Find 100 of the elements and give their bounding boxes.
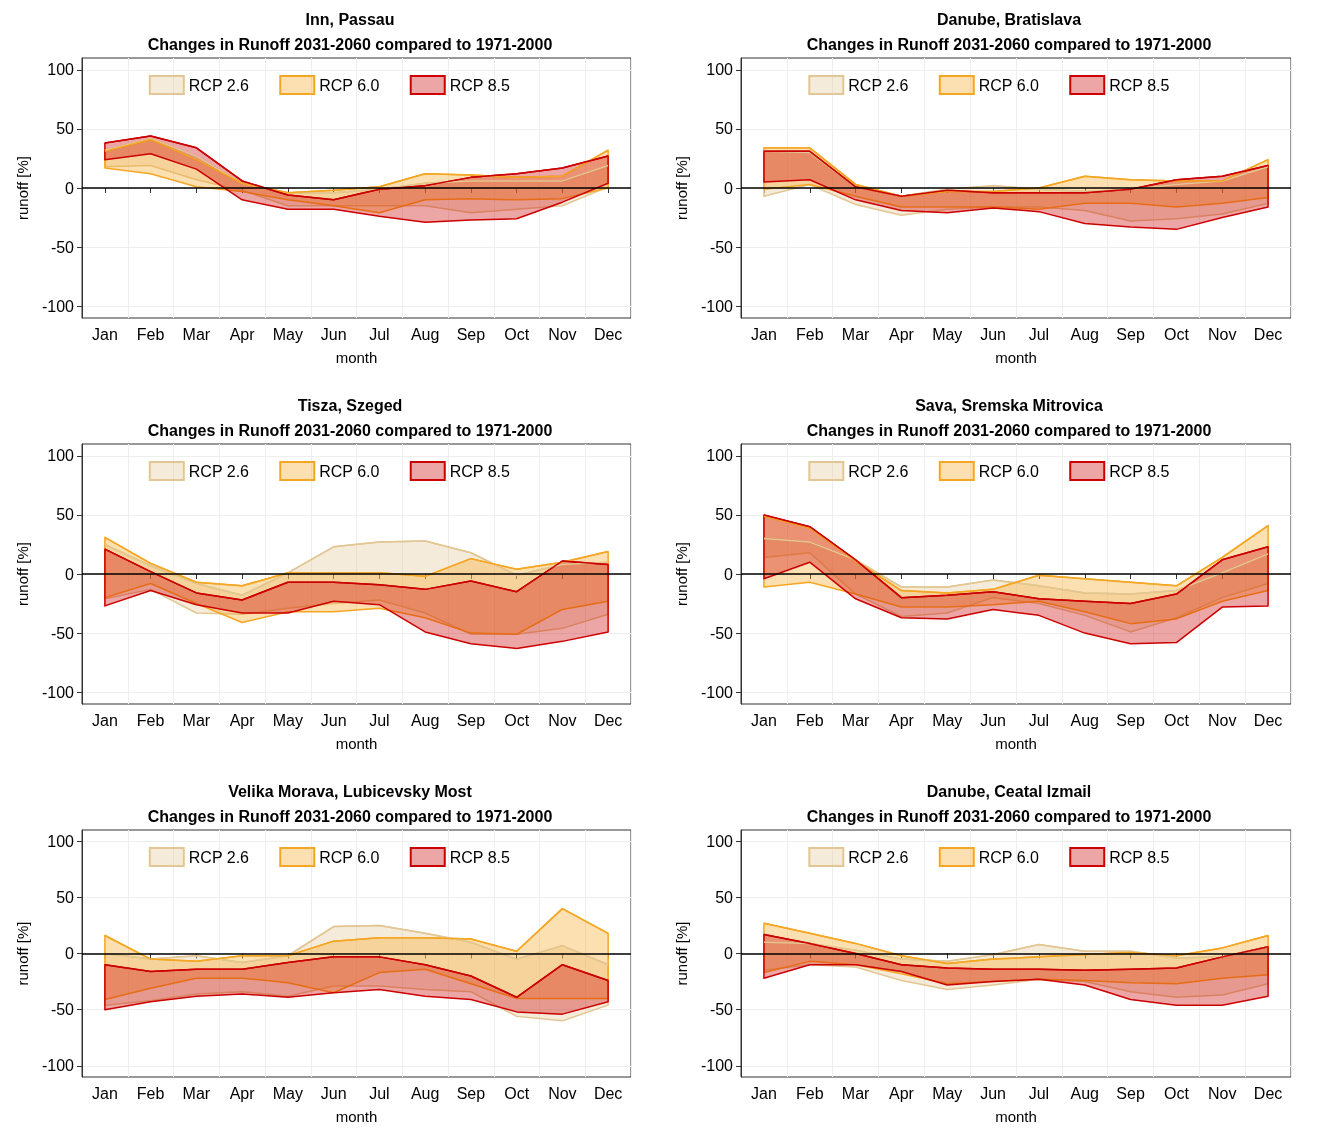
x-tick-label: Oct bbox=[1163, 1084, 1190, 1102]
y-tick-label: -50 bbox=[50, 624, 75, 642]
y-tick-label: 100 bbox=[47, 61, 75, 79]
x-tick-label: Feb bbox=[136, 325, 165, 343]
y-axis-title: runoff [%] bbox=[14, 921, 31, 986]
x-tick-label: Sep bbox=[456, 325, 486, 343]
x-tick-label: Jul bbox=[369, 325, 390, 343]
x-tick-label: Jun bbox=[980, 325, 1006, 343]
chart-title: Tisza, Szeged bbox=[297, 396, 403, 414]
x-tick-label: Jan bbox=[751, 711, 777, 729]
x-tick-label: Sep bbox=[456, 1084, 486, 1102]
x-axis-title: month bbox=[335, 349, 378, 366]
x-tick-label: Oct bbox=[1163, 711, 1190, 729]
y-tick-label: 50 bbox=[56, 888, 75, 906]
y-tick-label: -50 bbox=[709, 624, 734, 642]
y-tick-label: -100 bbox=[41, 683, 75, 701]
x-tick-label: Nov bbox=[1208, 325, 1237, 343]
y-tick-label: -100 bbox=[700, 1057, 734, 1075]
x-tick-label: Aug bbox=[410, 1084, 440, 1102]
y-tick-label: 100 bbox=[706, 447, 734, 465]
y-tick-label: 0 bbox=[65, 945, 75, 962]
x-tick-label: May bbox=[932, 1084, 963, 1102]
x-tick-label: Feb bbox=[136, 711, 165, 729]
x-tick-label: Feb bbox=[795, 1084, 824, 1102]
y-tick-label: 50 bbox=[715, 506, 734, 524]
y-tick-label: 0 bbox=[724, 945, 734, 962]
x-tick-label: Dec bbox=[1253, 1084, 1283, 1102]
y-tick-label: 0 bbox=[724, 179, 734, 197]
x-tick-label: Jul bbox=[1028, 711, 1050, 729]
y-tick-label: -100 bbox=[700, 683, 734, 701]
line-series bbox=[104, 548, 609, 601]
legend-label: RCP 2.6 bbox=[848, 848, 909, 866]
chart-subtitle: Changes in Runoff 2031-2060 compared to 1971-2000 bbox=[147, 807, 553, 825]
x-tick-label: May bbox=[932, 325, 963, 343]
chart-title: Inn, Passau bbox=[305, 10, 395, 28]
x-tick-label: Dec bbox=[593, 325, 623, 343]
x-tick-label: Feb bbox=[795, 325, 824, 343]
legend-label: RCP 6.0 bbox=[319, 462, 380, 480]
y-tick-label: -50 bbox=[709, 1001, 734, 1019]
x-tick-label: Dec bbox=[593, 711, 623, 729]
x-tick-label: Nov bbox=[1208, 1084, 1237, 1102]
y-axis-title: runoff [%] bbox=[14, 542, 31, 606]
x-tick-label: Jan bbox=[751, 1084, 777, 1102]
chart-subtitle: Changes in Runoff 2031-2060 compared to 1971-2000 bbox=[806, 421, 1212, 439]
x-tick-label: Mar bbox=[182, 711, 211, 729]
chart-subtitle: Changes in Runoff 2031-2060 compared to 1971-2000 bbox=[147, 35, 553, 53]
y-axis-title: runoff [%] bbox=[673, 542, 690, 606]
x-tick-label: Oct bbox=[504, 711, 530, 729]
chart-title: Danube, Bratislava bbox=[936, 10, 1082, 28]
legend-label: RCP 6.0 bbox=[978, 76, 1040, 94]
x-tick-label: Mar bbox=[182, 325, 211, 343]
x-tick-label: Jun bbox=[320, 711, 347, 729]
y-tick-label: 0 bbox=[65, 565, 75, 583]
x-tick-label: Nov bbox=[548, 325, 577, 343]
y-axis-title: runoff [%] bbox=[14, 156, 31, 220]
legend-label: RCP 2.6 bbox=[848, 462, 909, 480]
x-axis-title: month bbox=[995, 1108, 1037, 1125]
x-tick-label: Aug bbox=[410, 711, 440, 729]
legend-label: RCP 8.5 bbox=[449, 848, 511, 866]
legend-label: RCP 2.6 bbox=[188, 848, 250, 866]
x-tick-label: Mar bbox=[182, 1084, 211, 1102]
line-series bbox=[763, 933, 1269, 972]
x-tick-label: Apr bbox=[229, 1084, 256, 1102]
x-tick-label: Oct bbox=[504, 325, 530, 343]
x-tick-label: Jan bbox=[91, 1084, 118, 1102]
y-tick-label: 100 bbox=[47, 447, 75, 465]
legend-label: RCP 8.5 bbox=[1109, 848, 1170, 866]
y-tick-label: -100 bbox=[41, 1057, 75, 1075]
x-tick-label: Aug bbox=[410, 325, 440, 343]
line-series bbox=[104, 907, 609, 963]
legend-label: RCP 6.0 bbox=[978, 462, 1040, 480]
legend-label: RCP 6.0 bbox=[319, 848, 380, 866]
legend-label: RCP 6.0 bbox=[319, 76, 380, 94]
line-series bbox=[763, 922, 1269, 965]
x-tick-label: Nov bbox=[548, 711, 577, 729]
x-tick-label: Apr bbox=[888, 711, 915, 729]
y-tick-label: -50 bbox=[50, 1001, 75, 1019]
y-tick-label: 50 bbox=[56, 120, 75, 138]
line-series bbox=[104, 956, 609, 999]
x-tick-label: Jan bbox=[91, 325, 118, 343]
x-tick-label: Apr bbox=[229, 711, 256, 729]
y-axis-title: runoff [%] bbox=[673, 921, 690, 986]
x-axis-title: month bbox=[335, 1108, 378, 1125]
legend-label: RCP 6.0 bbox=[978, 848, 1040, 866]
x-tick-label: Aug bbox=[1070, 325, 1099, 343]
legend-label: RCP 8.5 bbox=[449, 462, 511, 480]
x-tick-label: Aug bbox=[1070, 1084, 1099, 1102]
legend-label: RCP 8.5 bbox=[1109, 462, 1170, 480]
y-tick-label: -100 bbox=[41, 297, 75, 315]
x-tick-label: Feb bbox=[136, 1084, 165, 1102]
line-series bbox=[763, 537, 1269, 595]
line-series bbox=[104, 540, 609, 597]
x-tick-label: Oct bbox=[1163, 325, 1190, 343]
x-tick-label: Sep bbox=[1116, 325, 1145, 343]
x-tick-label: Nov bbox=[548, 1084, 577, 1102]
x-tick-label: Apr bbox=[229, 325, 256, 343]
y-tick-label: 100 bbox=[706, 61, 734, 79]
x-tick-label: Nov bbox=[1208, 711, 1237, 729]
chart-subtitle: Changes in Runoff 2031-2060 compared to 1971-2000 bbox=[806, 807, 1212, 825]
x-tick-label: Jun bbox=[320, 325, 347, 343]
